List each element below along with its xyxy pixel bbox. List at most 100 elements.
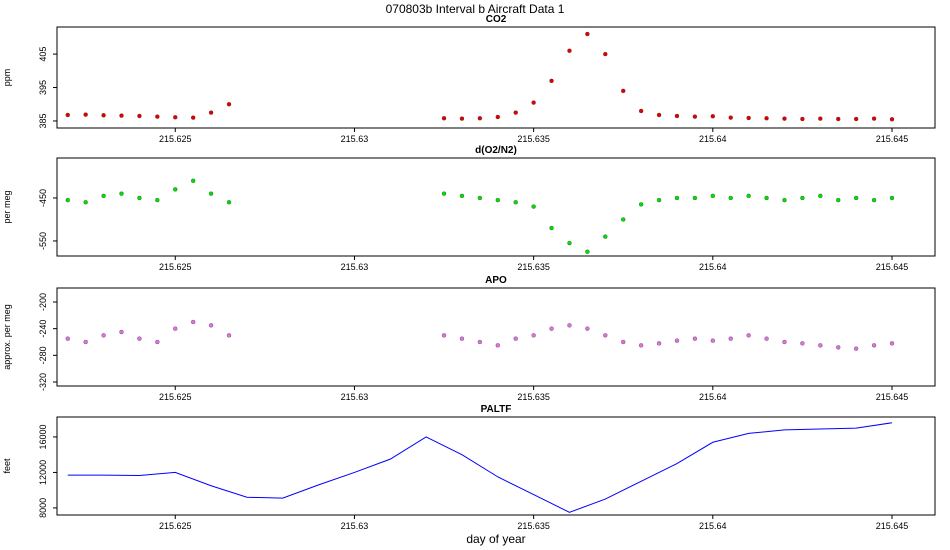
point — [728, 195, 733, 201]
point — [764, 195, 769, 201]
point — [65, 336, 70, 341]
point — [549, 225, 554, 231]
point — [208, 323, 214, 328]
x-tick-label: 215.64 — [699, 521, 727, 531]
point — [119, 191, 124, 196]
point — [513, 110, 518, 115]
point — [83, 112, 88, 117]
point — [513, 200, 518, 205]
point — [119, 329, 124, 335]
point — [226, 200, 232, 205]
point — [137, 336, 142, 341]
point — [674, 338, 680, 343]
x-tick-label: 215.635 — [517, 521, 550, 531]
x-tick-label: 215.64 — [699, 262, 727, 272]
x-tick-label: 215.63 — [341, 134, 369, 144]
x-tick-label: 215.645 — [876, 521, 909, 531]
point — [459, 336, 465, 341]
point — [513, 336, 518, 341]
point — [638, 202, 644, 207]
point — [674, 195, 680, 201]
point — [567, 323, 572, 328]
point — [692, 336, 698, 341]
point — [889, 195, 895, 201]
chart-title: 070803b Interval b Aircraft Data 1 — [386, 2, 565, 16]
point — [83, 200, 88, 205]
point — [477, 195, 483, 201]
x-tick-label: 215.63 — [341, 262, 369, 272]
point — [531, 204, 536, 209]
point — [836, 345, 841, 350]
point — [692, 195, 698, 201]
point — [836, 116, 841, 122]
point — [567, 48, 572, 53]
y-axis-label: approx. per meg — [2, 304, 12, 370]
x-tick-label: 215.645 — [876, 134, 909, 144]
point — [101, 333, 106, 338]
y-tick-label: -550 — [38, 232, 48, 250]
x-tick-label: 215.63 — [341, 521, 369, 531]
point — [800, 116, 805, 122]
point — [710, 114, 715, 119]
point — [208, 110, 214, 115]
x-tick-label: 215.625 — [159, 392, 192, 402]
point — [155, 114, 160, 119]
y-tick-label: 395 — [38, 80, 48, 95]
x-tick-label: 215.635 — [517, 392, 550, 402]
point — [65, 197, 70, 203]
point — [495, 114, 500, 120]
point — [854, 116, 859, 122]
point — [782, 197, 787, 203]
point — [710, 193, 715, 198]
point — [495, 343, 500, 348]
x-tick-label: 215.635 — [517, 134, 550, 144]
y-tick-label: 16000 — [38, 424, 48, 449]
point — [728, 115, 733, 120]
point — [836, 197, 841, 203]
y-tick-label: -280 — [38, 346, 48, 364]
point — [459, 116, 465, 121]
point — [567, 240, 572, 246]
point — [818, 343, 823, 348]
point — [889, 341, 895, 346]
point — [889, 117, 895, 122]
y-tick-label: 405 — [38, 47, 48, 62]
y-tick-label: -450 — [38, 189, 48, 207]
y-axis-label: feet — [2, 458, 12, 474]
y-tick-label: 12000 — [38, 460, 48, 485]
point — [674, 113, 680, 119]
point — [226, 102, 232, 107]
point — [441, 333, 447, 338]
panel-title: PALTF — [481, 404, 512, 415]
point — [728, 336, 733, 341]
point — [656, 341, 662, 346]
point — [173, 187, 178, 192]
x-tick-label: 215.625 — [159, 262, 192, 272]
point — [477, 116, 483, 121]
point — [83, 339, 88, 345]
point — [871, 343, 877, 348]
point — [155, 197, 160, 203]
x-tick-label: 215.645 — [876, 392, 909, 402]
point — [818, 193, 823, 198]
point — [191, 319, 196, 325]
point — [531, 333, 536, 338]
point — [101, 193, 106, 198]
point — [746, 115, 751, 121]
point — [191, 115, 196, 120]
point — [764, 116, 769, 121]
point — [800, 341, 805, 346]
point — [495, 197, 500, 203]
point — [621, 339, 626, 345]
x-axis-label: day of year — [466, 532, 525, 546]
point — [155, 339, 160, 345]
point — [621, 217, 626, 222]
y-tick-label: 8000 — [38, 498, 48, 518]
plot-frame — [56, 416, 936, 516]
y-axis-label: ppm — [2, 69, 12, 87]
point — [854, 346, 859, 351]
point — [638, 343, 644, 348]
x-tick-label: 215.645 — [876, 262, 909, 272]
y-tick-label: -320 — [38, 373, 48, 391]
